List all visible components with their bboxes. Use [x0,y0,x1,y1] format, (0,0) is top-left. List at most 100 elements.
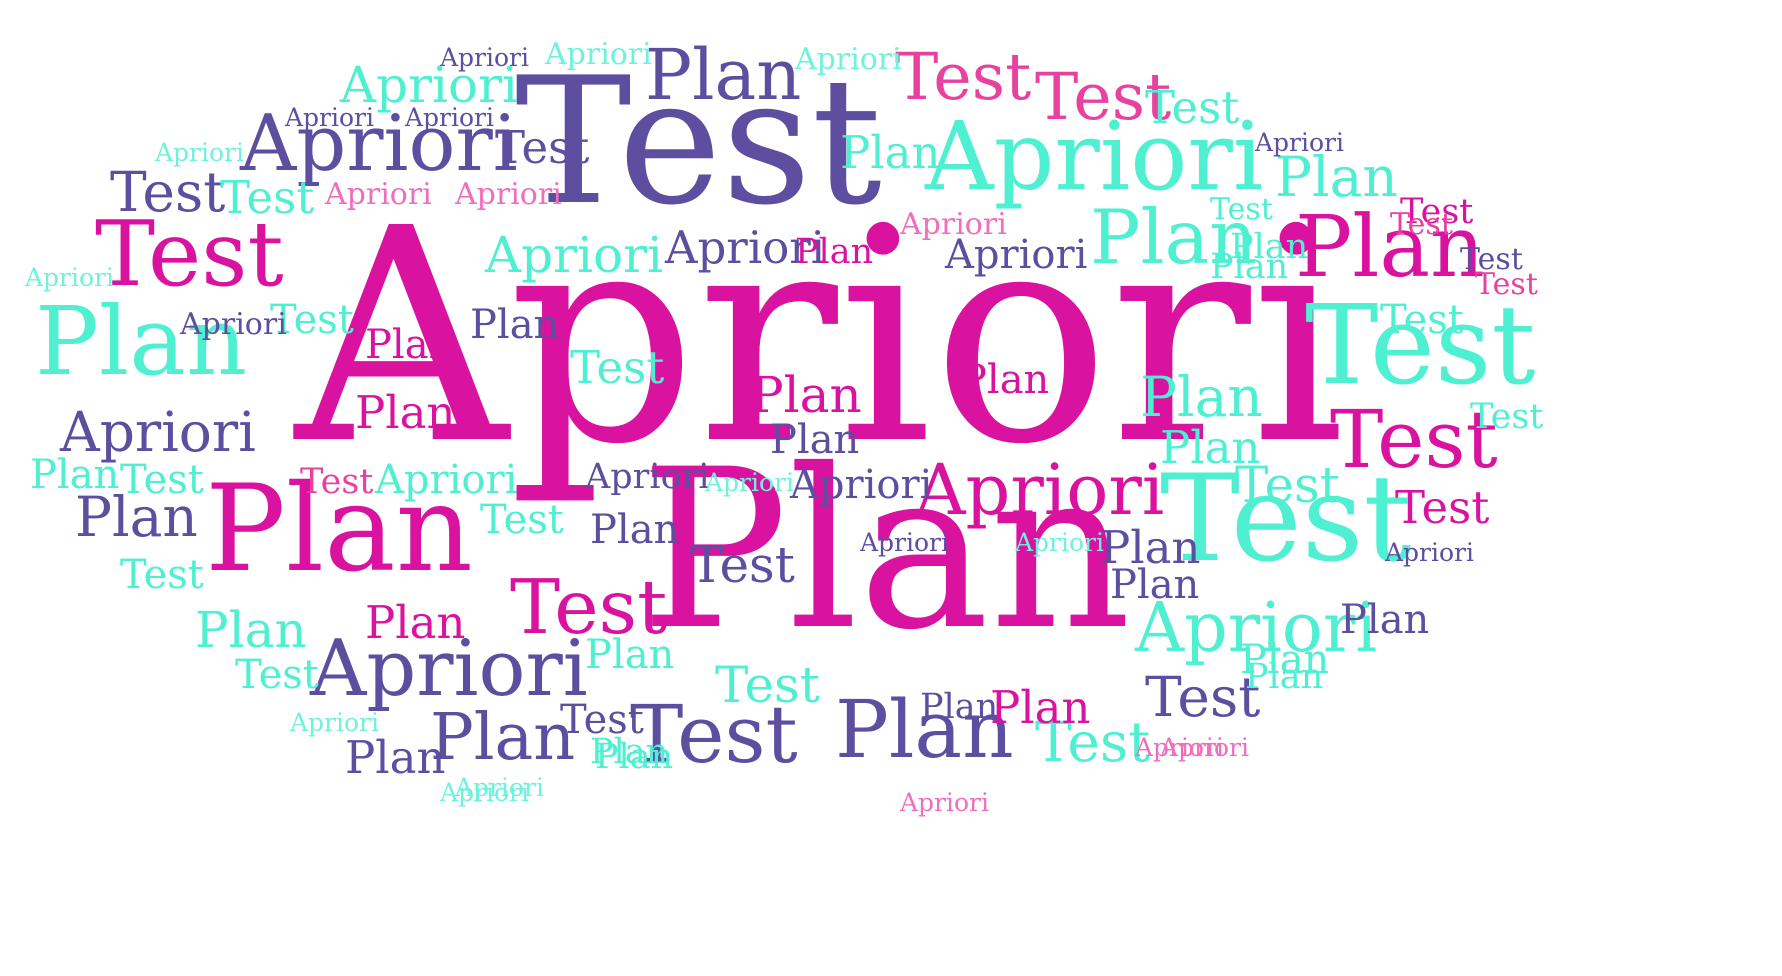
word-plan: Plan [75,485,198,549]
word-plan: Plan [195,601,307,659]
word-test: Test [630,688,798,781]
word-test: Test [1475,267,1538,302]
word-test: Test [1210,192,1273,227]
word-apriori: Apriori [440,43,530,72]
word-test: Test [1035,60,1172,135]
word-apriori: Apriori [285,103,375,132]
word-plan: Plan [1275,145,1398,209]
word-apriori: Apriori [1135,589,1378,668]
word-apriori: Apriori [290,708,380,737]
word-apriori: Apriori [900,207,1007,242]
word-plan: Plan [920,687,999,727]
word-test: Test [1145,665,1261,729]
word-test: Test [1305,281,1536,409]
word-test: Test [120,552,204,598]
word-apriori: Apriori [860,528,950,557]
word-test: Test [1145,81,1240,134]
word-plan: Plan [960,357,1050,403]
word-plan: Plan [35,287,248,397]
word-apriori: Apriori [1255,128,1345,157]
word-test: Test [1390,207,1453,242]
word-plan: Plan [1295,198,1485,297]
word-plan: Plan [365,596,466,649]
word-plan: Plan [1340,597,1430,643]
word-apriori: Apriori [310,624,588,714]
word-plan: Plan [430,700,576,775]
word-plan: Plan [1230,227,1309,267]
word-plan: Plan [1210,247,1289,287]
word-plan: Plan [30,452,120,498]
word-test: Test [480,497,564,543]
word-plan: Plan [750,366,862,424]
word-plan: Plan [595,737,674,777]
word-plan: Plan [990,681,1091,734]
word-apriori: Apriori [795,42,902,77]
word-test: Test [300,462,374,502]
word-apriori: Apriori [340,56,519,114]
word-plan: Plan [345,731,446,784]
word-apriori: Apriori [925,102,1264,212]
word-apriori: Apriori [790,462,933,508]
word-test: Test [110,160,226,224]
word-apriori: Apriori [295,165,1346,509]
word-apriori: Apriori [545,37,652,72]
word-apriori: Apriori [705,468,795,497]
word-test: Test [1330,393,1498,486]
word-plan: Plan [590,732,669,772]
word-apriori: Apriori [25,263,115,292]
word-apriori: Apriori [180,307,287,342]
word-apriori: Apriori [585,457,710,497]
word-plan: Plan [795,232,874,272]
word-apriori: Apriori [900,788,990,817]
word-plan: Plan [585,632,675,678]
word-test: Test [95,202,284,307]
word-test: Test [220,171,315,224]
word-test: Test [1400,192,1474,232]
word-plan: Plan [640,422,1132,678]
word-test: Test [690,536,795,594]
word-test: Test [1460,242,1523,277]
word-test: Test [715,656,820,714]
word-apriori: Apriori [325,177,432,212]
word-test: Test [1035,710,1151,774]
word-plan: Plan [470,302,560,348]
word-test: Test [515,41,882,244]
word-plan: Plan [1090,193,1258,281]
word-apriori: Apriori [60,400,256,464]
word-apriori: Apriori [405,103,495,132]
word-plan: Plan [1140,365,1263,429]
word-plan: Plan [1240,637,1330,683]
word-apriori: Apriori [455,773,545,802]
word-test: Test [1395,481,1490,534]
word-apriori: Apriori [1160,733,1250,762]
word-test: Test [1380,297,1464,343]
word-plan: Plan [1110,562,1200,608]
word-plan: Plan [590,507,680,553]
word-test: Test [560,697,644,743]
word-test: Test [270,297,354,343]
word-test: Test [570,341,665,394]
word-test: Test [235,652,319,698]
word-test: Test [1235,456,1340,514]
word-test: Test [495,121,590,174]
word-plan: Plan [835,683,1014,776]
word-apriori: Apriori [440,778,530,807]
word-test: Test [1160,450,1412,589]
word-apriori: Apriori [945,232,1088,278]
word-test: Test [1470,397,1544,437]
word-apriori: Apriori [1135,733,1225,762]
word-apriori: Apriori [665,221,826,274]
word-apriori: Apriori [155,138,245,167]
word-test: Test [510,563,668,651]
word-plan: Plan [365,322,455,368]
word-plan: Plan [840,126,941,179]
word-apriori: Apriori [1015,528,1105,557]
word-plan: Plan [645,34,802,116]
word-plan: Plan [205,460,473,599]
word-test: Test [895,40,1032,115]
word-plan: Plan [770,417,860,463]
word-test: Test [120,457,204,503]
word-apriori: Apriori [375,457,518,503]
word-plan: Plan [1245,657,1324,697]
